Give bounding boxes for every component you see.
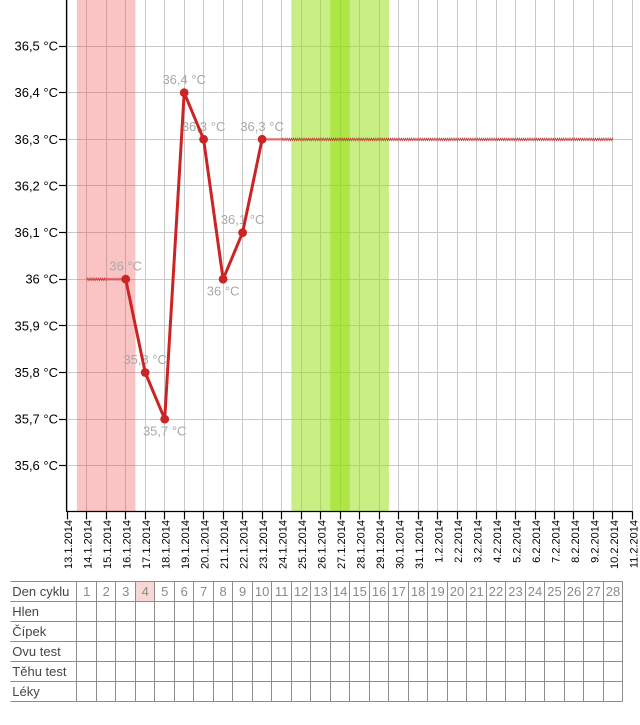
svg-text:19.1.2014: 19.1.2014 [180, 520, 192, 569]
svg-text:17: 17 [391, 584, 405, 599]
svg-text:2.2.2014: 2.2.2014 [453, 520, 465, 563]
svg-text:23: 23 [508, 584, 522, 599]
svg-text:20: 20 [450, 584, 464, 599]
svg-text:Léky: Léky [12, 684, 40, 699]
svg-text:10: 10 [255, 584, 269, 599]
svg-text:14: 14 [333, 584, 347, 599]
svg-text:2: 2 [103, 584, 110, 599]
svg-text:Hlen: Hlen [12, 604, 39, 619]
svg-text:7: 7 [200, 584, 207, 599]
svg-text:Den cyklu: Den cyklu [12, 584, 69, 599]
svg-text:Těhu test: Těhu test [12, 664, 67, 679]
svg-text:1: 1 [83, 584, 90, 599]
svg-text:17.1.2014: 17.1.2014 [141, 520, 153, 569]
svg-text:11: 11 [275, 584, 289, 599]
svg-text:36,3 °C: 36,3 °C [14, 132, 58, 147]
svg-text:4: 4 [142, 584, 149, 599]
svg-text:30.1.2014: 30.1.2014 [394, 520, 406, 569]
svg-text:36 °C: 36 °C [25, 272, 58, 287]
svg-text:5.2.2014: 5.2.2014 [511, 520, 523, 563]
svg-text:18.1.2014: 18.1.2014 [161, 520, 173, 569]
svg-text:35,7 °C: 35,7 °C [143, 424, 187, 439]
svg-text:3.2.2014: 3.2.2014 [472, 520, 484, 563]
svg-text:8: 8 [219, 584, 226, 599]
svg-text:20.1.2014: 20.1.2014 [199, 520, 211, 569]
svg-text:9: 9 [239, 584, 246, 599]
svg-text:21.1.2014: 21.1.2014 [219, 520, 231, 569]
svg-text:25: 25 [547, 584, 561, 599]
svg-text:6: 6 [181, 584, 188, 599]
svg-text:36,1 °C: 36,1 °C [14, 225, 58, 240]
svg-text:4.2.2014: 4.2.2014 [492, 520, 504, 563]
svg-text:21: 21 [469, 584, 483, 599]
svg-text:36,4 °C: 36,4 °C [14, 85, 58, 100]
svg-text:36,3 °C: 36,3 °C [240, 119, 284, 134]
svg-text:14.1.2014: 14.1.2014 [83, 520, 95, 569]
svg-text:35,8 °C: 35,8 °C [123, 352, 167, 367]
svg-text:24.1.2014: 24.1.2014 [277, 520, 289, 569]
svg-text:35,6 °C: 35,6 °C [14, 458, 58, 473]
svg-text:15: 15 [352, 584, 366, 599]
svg-text:Čípek: Čípek [12, 624, 46, 639]
svg-text:36,2 °C: 36,2 °C [14, 178, 58, 193]
svg-text:28.1.2014: 28.1.2014 [355, 520, 367, 569]
svg-text:36,1 °C: 36,1 °C [221, 212, 265, 227]
svg-text:29.1.2014: 29.1.2014 [375, 520, 387, 569]
svg-text:31.1.2014: 31.1.2014 [414, 520, 426, 569]
svg-text:16: 16 [372, 584, 386, 599]
svg-text:8.2.2014: 8.2.2014 [570, 520, 582, 563]
svg-text:12: 12 [294, 584, 308, 599]
svg-text:11.2.2014: 11.2.2014 [628, 520, 640, 568]
svg-text:1.2.2014: 1.2.2014 [433, 520, 445, 563]
svg-text:24: 24 [528, 584, 542, 599]
svg-text:36,4 °C: 36,4 °C [162, 72, 206, 87]
svg-text:13.1.2014: 13.1.2014 [63, 520, 75, 569]
svg-text:35,9 °C: 35,9 °C [14, 318, 58, 333]
svg-text:16.1.2014: 16.1.2014 [122, 520, 134, 569]
svg-text:18: 18 [411, 584, 425, 599]
svg-text:28: 28 [606, 584, 620, 599]
svg-text:27: 27 [586, 584, 600, 599]
svg-text:36 °C: 36 °C [109, 259, 142, 274]
svg-text:Ovu test: Ovu test [12, 644, 61, 659]
svg-text:10.2.2014: 10.2.2014 [609, 520, 621, 569]
svg-text:6.2.2014: 6.2.2014 [531, 520, 543, 563]
svg-text:35,8 °C: 35,8 °C [14, 365, 58, 380]
svg-text:36,5 °C: 36,5 °C [14, 39, 58, 54]
svg-text:22.1.2014: 22.1.2014 [238, 520, 250, 569]
svg-text:23.1.2014: 23.1.2014 [258, 520, 270, 569]
svg-text:36,3 °C: 36,3 °C [182, 119, 226, 134]
svg-text:35,7 °C: 35,7 °C [14, 412, 58, 427]
svg-text:26: 26 [567, 584, 581, 599]
svg-text:26.1.2014: 26.1.2014 [316, 520, 328, 569]
svg-text:7.2.2014: 7.2.2014 [550, 520, 562, 563]
svg-text:13: 13 [313, 584, 327, 599]
svg-text:22: 22 [489, 584, 503, 599]
svg-text:5: 5 [161, 584, 168, 599]
svg-text:27.1.2014: 27.1.2014 [336, 520, 348, 569]
svg-text:25.1.2014: 25.1.2014 [297, 520, 309, 569]
svg-text:3: 3 [122, 584, 129, 599]
svg-text:15.1.2014: 15.1.2014 [102, 520, 114, 569]
svg-text:9.2.2014: 9.2.2014 [589, 520, 601, 563]
svg-text:36 °C: 36 °C [207, 284, 240, 299]
svg-text:19: 19 [430, 584, 444, 599]
